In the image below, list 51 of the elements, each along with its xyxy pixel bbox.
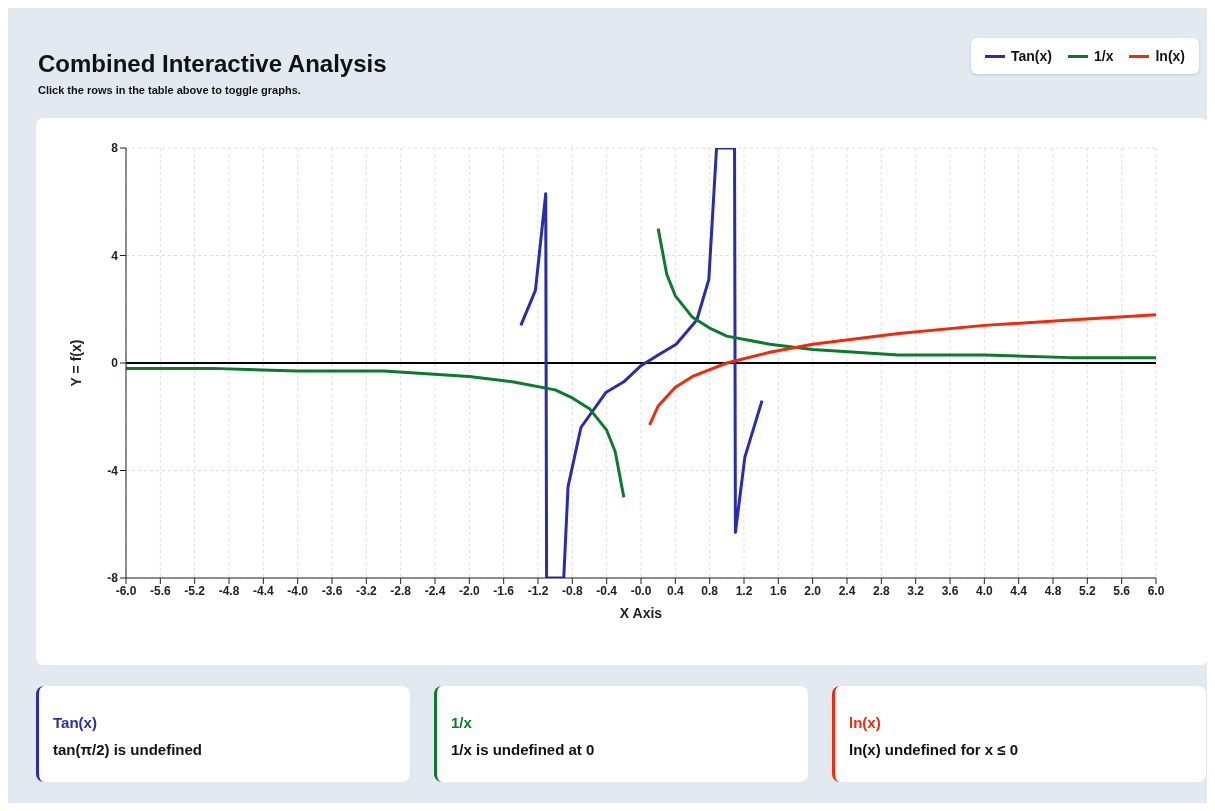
y-tick-label: 4 [111, 248, 119, 263]
x-tick-label: -2.0 [458, 583, 480, 598]
x-tick-label: -5.6 [149, 583, 171, 598]
x-tick-label: 5.6 [1113, 583, 1131, 598]
x-tick-label: -0.8 [561, 583, 583, 598]
text: ln(x) [849, 714, 882, 731]
x-tick-label: -4.8 [218, 583, 240, 598]
text: Tan(x) [53, 714, 98, 731]
legend-label: ln(x) [1155, 48, 1185, 64]
line-series [648, 313, 1156, 427]
legend-label: Tan(x) [1011, 48, 1052, 64]
x-tick-label: 3.6 [941, 583, 959, 598]
chart-title: Combined Interactive Analysis [38, 50, 387, 78]
legend-label: 1/x [1093, 48, 1114, 64]
x-tick-label: 2.8 [872, 583, 890, 598]
x-tick-label: -6.0 [115, 583, 137, 598]
x-tick-label: 2.4 [838, 583, 856, 598]
x-tick-label: -0.4 [596, 583, 618, 598]
x-tick-label: -3.2 [355, 583, 377, 598]
x-tick-label: 0.8 [701, 583, 719, 598]
line-series [519, 148, 764, 578]
x-tick-label: 1.6 [769, 583, 787, 598]
x-tick-label: -3.6 [321, 583, 343, 598]
x-tick-label: -1.6 [493, 583, 515, 598]
x-tick-label: 6.0 [1147, 583, 1165, 598]
y-tick-label: -4 [107, 463, 119, 478]
text: tan(π/2) is undefined [53, 741, 203, 758]
x-tick-label: 1.2 [735, 583, 753, 598]
x-tick-label: 0.4 [666, 583, 684, 598]
text: 1/x is undefined at 0 [451, 741, 596, 758]
text: ln(x) undefined for x ≤ 0 [849, 741, 1020, 758]
x-tick-label: 5.2 [1078, 583, 1096, 598]
x-axis-title: X Axis [619, 605, 663, 621]
y-tick-label: 8 [111, 141, 119, 156]
x-tick-label: 4.8 [1044, 583, 1062, 598]
x-tick-label: -2.4 [424, 583, 446, 598]
x-tick-label: 4.4 [1010, 583, 1028, 598]
y-tick-label: -8 [107, 571, 119, 586]
y-tick-label: 0 [111, 356, 119, 371]
x-tick-label: -2.8 [390, 583, 412, 598]
chart-subtitle: Click the rows in the table above to toggle graphs. [38, 84, 301, 96]
y-axis-title: Y = f(x) [67, 339, 84, 387]
x-tick-label: 3.2 [907, 583, 925, 598]
x-tick-label: -0.0 [630, 583, 652, 598]
x-tick-label: 2.0 [804, 583, 822, 598]
x-tick-label: -4.4 [252, 583, 274, 598]
x-tick-label: -5.2 [184, 583, 206, 598]
x-tick-label: -4.0 [287, 583, 309, 598]
x-tick-label: -1.2 [527, 583, 549, 598]
text: 1/x [451, 714, 473, 731]
x-tick-label: 4.0 [975, 583, 993, 598]
